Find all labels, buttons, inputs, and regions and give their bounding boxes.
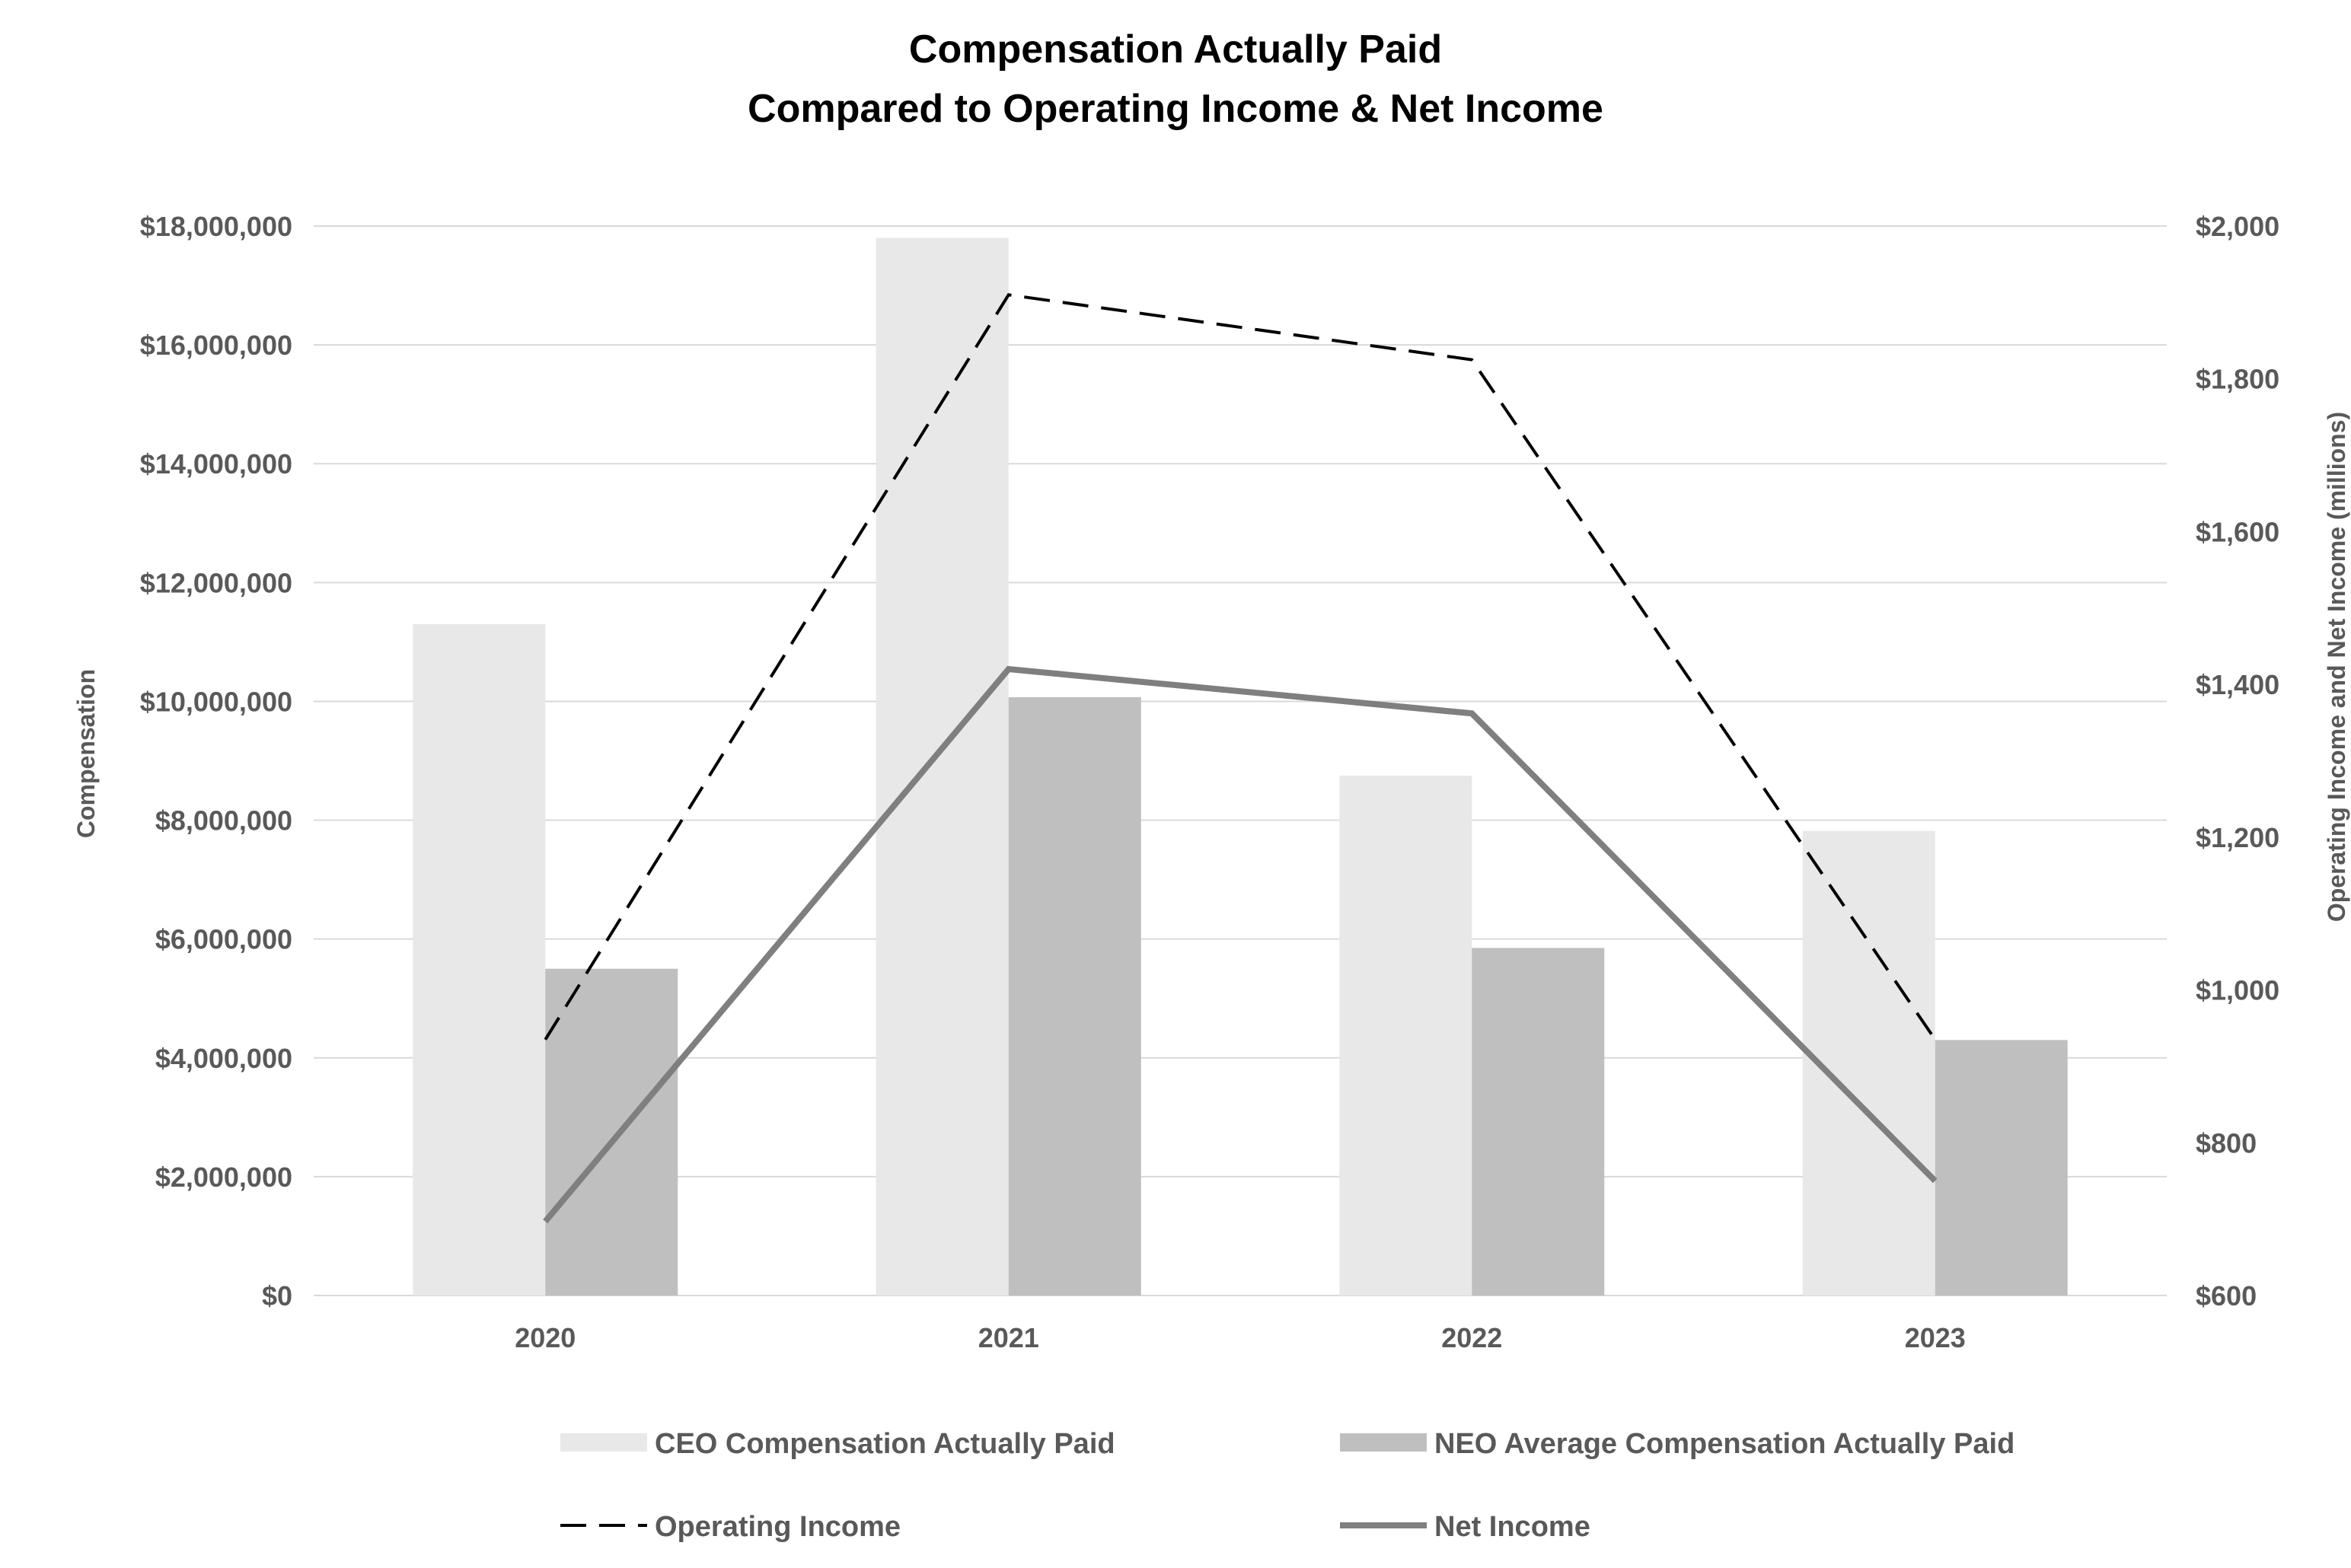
y-tick-label: $8,000,000 (155, 805, 292, 837)
net-income-line (543, 665, 1938, 1224)
y2-tick-label: $1,200 (2196, 822, 2279, 853)
y-tick-label: $6,000,000 (155, 924, 292, 955)
bar (1339, 776, 1472, 1296)
x-tick-label: 2021 (978, 1322, 1039, 1353)
y-tick-label: $10,000,000 (140, 686, 292, 717)
legend-swatch (560, 1433, 647, 1452)
axis-ticks: $0 $2,000,000 $4,000,000 $6,000,000 $8,000,0… (140, 211, 2279, 1353)
y2-tick-label: $2,000 (2196, 211, 2279, 242)
bar (545, 968, 678, 1296)
y2-tick-label: $1,400 (2196, 669, 2279, 700)
y2-axis-title: Operating Income and Net Income (million… (2323, 412, 2350, 922)
x-tick-label: 2022 (1441, 1322, 1502, 1353)
y2-tick-label: $1,000 (2196, 975, 2279, 1006)
y2-tick-label: $1,800 (2196, 364, 2279, 395)
bar (1008, 696, 1141, 1296)
bar (1472, 948, 1605, 1296)
bar (876, 237, 1009, 1296)
bar (413, 623, 546, 1296)
bar (1802, 830, 1935, 1296)
x-tick-label: 2023 (1905, 1322, 1966, 1353)
y-tick-label: $4,000,000 (155, 1043, 292, 1074)
chart-title: Compensation Actually Paid (909, 27, 1442, 72)
chart-subtitle: Compared to Operating Income & Net Incom… (748, 87, 1603, 131)
legend-label: NEO Average Compensation Actually Paid (1434, 1428, 2014, 1460)
y2-tick-label: $800 (2196, 1127, 2257, 1158)
y2-tick-label: $600 (2196, 1280, 2257, 1311)
bar (1935, 1040, 2068, 1296)
y-tick-label: $16,000,000 (140, 330, 292, 361)
y-tick-label: $18,000,000 (140, 211, 292, 242)
x-tick-label: 2020 (515, 1322, 576, 1353)
operating-income-line (544, 293, 1937, 1041)
legend: CEO Compensation Actually Paid NEO Averag… (560, 1428, 2014, 1543)
legend-label: Net Income (1434, 1511, 1590, 1543)
legend-swatch (1340, 1433, 1427, 1452)
legend-label: CEO Compensation Actually Paid (655, 1428, 1115, 1460)
y-tick-label: $2,000,000 (155, 1162, 292, 1193)
y-tick-label: $14,000,000 (140, 448, 292, 480)
y2-tick-label: $1,600 (2196, 516, 2279, 547)
legend-label: Operating Income (655, 1511, 901, 1543)
bars (413, 237, 2068, 1296)
y-tick-label: $0 (262, 1280, 292, 1311)
y-tick-label: $12,000,000 (140, 567, 292, 598)
y-axis-title: Compensation (72, 669, 100, 838)
lines (543, 293, 1938, 1224)
